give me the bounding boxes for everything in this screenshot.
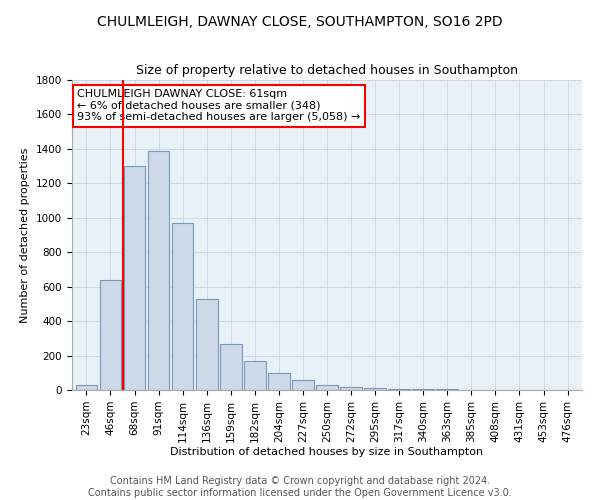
Bar: [196, 298, 218, 390]
Title: Size of property relative to detached houses in Southampton: Size of property relative to detached ho…: [136, 64, 518, 78]
Text: Contains HM Land Registry data © Crown copyright and database right 2024.
Contai: Contains HM Land Registry data © Crown c…: [88, 476, 512, 498]
Bar: [340, 386, 362, 390]
Bar: [172, 223, 193, 390]
Bar: [76, 385, 97, 390]
Text: CHULMLEIGH, DAWNAY CLOSE, SOUTHAMPTON, SO16 2PD: CHULMLEIGH, DAWNAY CLOSE, SOUTHAMPTON, S…: [97, 15, 503, 29]
Bar: [220, 344, 242, 390]
Bar: [412, 389, 434, 390]
Bar: [244, 360, 266, 390]
Y-axis label: Number of detached properties: Number of detached properties: [20, 148, 31, 322]
Bar: [124, 166, 145, 390]
Bar: [364, 388, 386, 390]
Bar: [268, 373, 290, 390]
Bar: [148, 150, 169, 390]
Bar: [100, 280, 121, 390]
Bar: [292, 380, 314, 390]
X-axis label: Distribution of detached houses by size in Southampton: Distribution of detached houses by size …: [170, 448, 484, 458]
Bar: [388, 388, 410, 390]
Bar: [316, 385, 338, 390]
Text: CHULMLEIGH DAWNAY CLOSE: 61sqm
← 6% of detached houses are smaller (348)
93% of : CHULMLEIGH DAWNAY CLOSE: 61sqm ← 6% of d…: [77, 90, 361, 122]
